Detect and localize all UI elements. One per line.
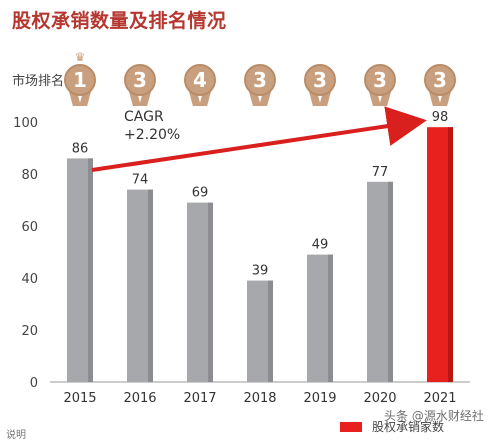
rank-medal-icon: ♛ 1 <box>58 48 102 114</box>
rank-value: 3 <box>364 64 396 96</box>
data-label-2016: 74 <box>132 173 149 188</box>
bar-shade-2019 <box>328 254 333 382</box>
x-tick-label-2019: 2019 <box>303 391 336 406</box>
y-tick-label: 40 <box>21 272 38 287</box>
data-label-2021: 98 <box>432 110 449 125</box>
rank-medal-icon: 4 <box>178 48 222 114</box>
rank-value: 1 <box>64 64 96 96</box>
rank-medal-icon: 3 <box>298 48 342 114</box>
x-tick-label-2016: 2016 <box>123 391 156 406</box>
rank-medal-icon: 3 <box>118 48 162 114</box>
watermark: 头条 @源水财经社 <box>384 409 484 423</box>
y-tick-label: 20 <box>21 324 38 339</box>
bar-shade-2016 <box>148 189 153 382</box>
x-tick-label-2020: 2020 <box>363 391 396 406</box>
bar-shade-2020 <box>388 181 393 382</box>
y-tick-label: 80 <box>21 168 38 183</box>
data-label-2019: 49 <box>312 238 329 253</box>
cagr-value: +2.20% <box>124 127 180 143</box>
rank-medal-icon: 3 <box>238 48 282 114</box>
cagr-arrow <box>91 106 427 172</box>
crown-icon: ♛ <box>74 50 86 64</box>
y-tick-label: 60 <box>21 220 38 235</box>
x-tick-label-2015: 2015 <box>63 391 96 406</box>
data-label-2020: 77 <box>372 165 389 180</box>
x-tick-label-2021: 2021 <box>423 391 456 406</box>
rank-value: 3 <box>124 64 156 96</box>
y-tick-label: 0 <box>30 376 38 391</box>
x-tick-label-2017: 2017 <box>183 391 216 406</box>
rank-value: 4 <box>184 64 216 96</box>
rank-value: 3 <box>424 64 456 96</box>
cagr-label: CAGR <box>124 109 164 125</box>
legend-label: 股权承销家数 <box>372 420 445 434</box>
rank-value: 3 <box>304 64 336 96</box>
bar-shade-2021 <box>448 127 453 382</box>
corner-text: 说明 <box>6 430 26 441</box>
data-label-2018: 39 <box>252 264 269 279</box>
data-label-2015: 86 <box>72 141 89 156</box>
bar-shade-2018 <box>268 280 273 382</box>
bar-shade-2015 <box>88 158 93 382</box>
x-tick-label-2018: 2018 <box>243 391 276 406</box>
y-tick-label: 100 <box>13 116 38 131</box>
data-label-2017: 69 <box>192 186 209 201</box>
rank-value: 3 <box>244 64 276 96</box>
chart-title: 股权承销数量及排名情况 <box>12 10 227 32</box>
legend-swatch <box>340 422 362 432</box>
rank-label: 市场排名: <box>12 74 69 89</box>
bar-shade-2017 <box>208 202 213 382</box>
rank-medal-icon: 3 <box>358 48 402 114</box>
rank-medal-icon: 3 <box>418 48 462 114</box>
